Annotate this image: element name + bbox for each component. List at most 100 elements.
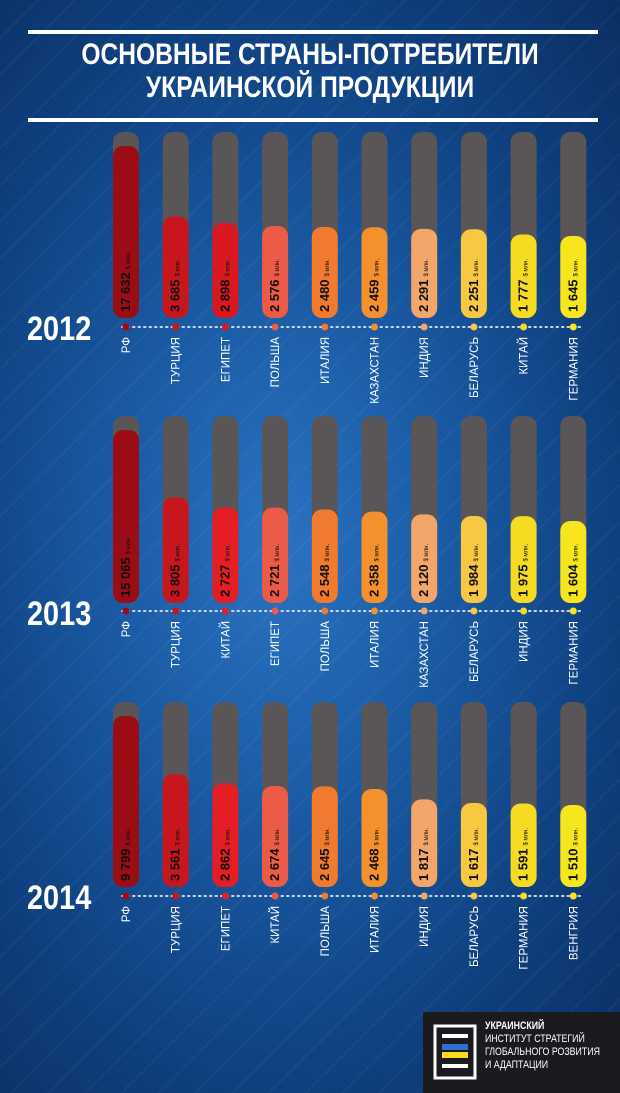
title-rule-bottom [28, 118, 598, 122]
bar [510, 516, 537, 603]
category-label: ИТАЛИЯ [320, 337, 332, 384]
bar-value-label: 2 645$ млн. [317, 828, 332, 881]
bar [510, 234, 537, 318]
bar-value-label: 2 468$ млн. [367, 828, 382, 881]
category-label: ИНДИЯ [519, 621, 531, 662]
bar-value-label: 1 817$ млн. [416, 828, 431, 881]
bar-value-label: 2 674$ млн. [267, 828, 282, 881]
bar-value-label: 1 975$ млн. [516, 544, 531, 597]
category-label: КИТАЙ [518, 337, 531, 375]
bar [113, 146, 139, 318]
bar-value-label: 2 727$ млн. [217, 544, 232, 597]
category-label: ТУРЦИЯ [171, 337, 183, 384]
category-label: ЕГИПЕТ [270, 621, 282, 666]
bar [460, 802, 487, 887]
year-label: 2013 [27, 594, 91, 633]
category-dot [420, 892, 428, 900]
category-dot [321, 892, 329, 900]
bar [460, 229, 487, 318]
category-dot [321, 607, 329, 615]
category-label: РФ [121, 906, 133, 923]
bar-value-label: 1 510$ млн. [565, 828, 580, 881]
category-label: ИТАЛИЯ [370, 906, 382, 953]
category-label: КАЗАХСТАН [370, 337, 382, 404]
category-dot [271, 323, 279, 331]
bar-value-label: 17 632$ млн. [118, 251, 133, 312]
bar [560, 805, 587, 887]
bar-charts: 2012 17 632$ млн. РФ 3 685$ млн. ТУРЦИЯ 2 898… [27, 132, 587, 970]
category-dot [122, 607, 130, 615]
bar-value-label: 3 561$ млн. [168, 828, 183, 881]
chart-title: ОСНОВНЫЕ СТРАНЫ-ПОТРЕБИТЕЛИ УКРАИНСКОЙ П… [72, 38, 548, 104]
category-label: ВЕНГРИЯ [568, 906, 580, 960]
bar-value-label: 2 291$ млн. [416, 259, 431, 312]
bar [361, 227, 388, 318]
category-label: БЕЛАРУСЬ [469, 337, 481, 398]
category-label: КИТАЙ [219, 621, 232, 659]
bar [311, 786, 338, 887]
category-label: ПОЛЬША [270, 337, 282, 388]
bar [113, 430, 139, 603]
bar [411, 228, 438, 318]
institute-logo-mark [433, 1024, 477, 1080]
bar-value-label: 2 251$ млн. [466, 259, 481, 312]
bar-value-label: 9 799$ млн. [118, 828, 133, 881]
year-label: 2012 [27, 309, 91, 348]
category-label: ПОЛЬША [320, 621, 332, 672]
category-dot [221, 607, 229, 615]
category-dot [520, 892, 528, 900]
category-label: ТУРЦИЯ [171, 621, 183, 668]
category-dot [122, 892, 130, 900]
category-dot [172, 323, 180, 331]
category-dot [420, 607, 428, 615]
category-label: ПОЛЬША [320, 906, 332, 957]
bar [262, 507, 289, 603]
category-dot [172, 607, 180, 615]
bar [162, 497, 189, 603]
category-dot [520, 607, 528, 615]
category-label: БЕЛАРУСЬ [469, 621, 481, 682]
bar [411, 514, 438, 603]
bar [460, 516, 487, 603]
category-dot [420, 323, 428, 331]
institute-name-line-1: УКРАИНСКИЙ [485, 1020, 545, 1032]
category-label: ИНДИЯ [419, 906, 431, 947]
bar-value-label: 2 358$ млн. [367, 544, 382, 597]
category-label: ИТАЛИЯ [370, 621, 382, 668]
bar-value-label: 2 459$ млн. [367, 259, 382, 312]
category-dot [271, 892, 279, 900]
bar [212, 507, 239, 603]
category-label: ЕГИПЕТ [220, 337, 232, 382]
category-label: КАЗАХСТАН [419, 621, 431, 688]
category-dot [172, 892, 180, 900]
category-label: ИНДИЯ [419, 337, 431, 378]
bar [212, 783, 239, 887]
bar-value-label: 2 721$ млн. [267, 544, 282, 597]
category-label: ГЕРМАНИЯ [568, 337, 580, 401]
category-label: КИТАЙ [269, 906, 282, 944]
bar-value-label: 2 120$ млн. [416, 544, 431, 597]
bar [311, 509, 338, 603]
bar-value-label: 2 480$ млн. [317, 259, 332, 312]
bar [510, 803, 537, 887]
category-dot [221, 323, 229, 331]
category-dot [371, 323, 378, 331]
category-dot [122, 323, 130, 331]
bar [361, 788, 388, 887]
institute-name-line-2: ИНСТИТУТ СТРАТЕГИЙ [485, 1033, 585, 1045]
institute-name-line-3: ГЛОБАЛЬНОГО РОЗВИТИЯ [485, 1046, 600, 1058]
category-label: ГЕРМАНИЯ [519, 906, 531, 970]
institute-name-line-4: И АДАПТАЦИИ [485, 1059, 549, 1071]
category-dot [221, 892, 229, 900]
title-line-2: УКРАИНСКОЙ ПРОДУКЦИИ [145, 71, 475, 104]
bar [162, 216, 189, 318]
category-dot [470, 892, 478, 900]
category-dot [321, 323, 329, 331]
category-dot [271, 607, 279, 615]
title-rule-top [28, 30, 598, 34]
category-dot [520, 323, 528, 331]
bar-value-label: 3 685$ млн. [168, 259, 183, 312]
category-label: ЕГИПЕТ [220, 906, 232, 951]
category-dot [569, 892, 577, 900]
bar-value-label: 2 548$ млн. [317, 544, 332, 597]
